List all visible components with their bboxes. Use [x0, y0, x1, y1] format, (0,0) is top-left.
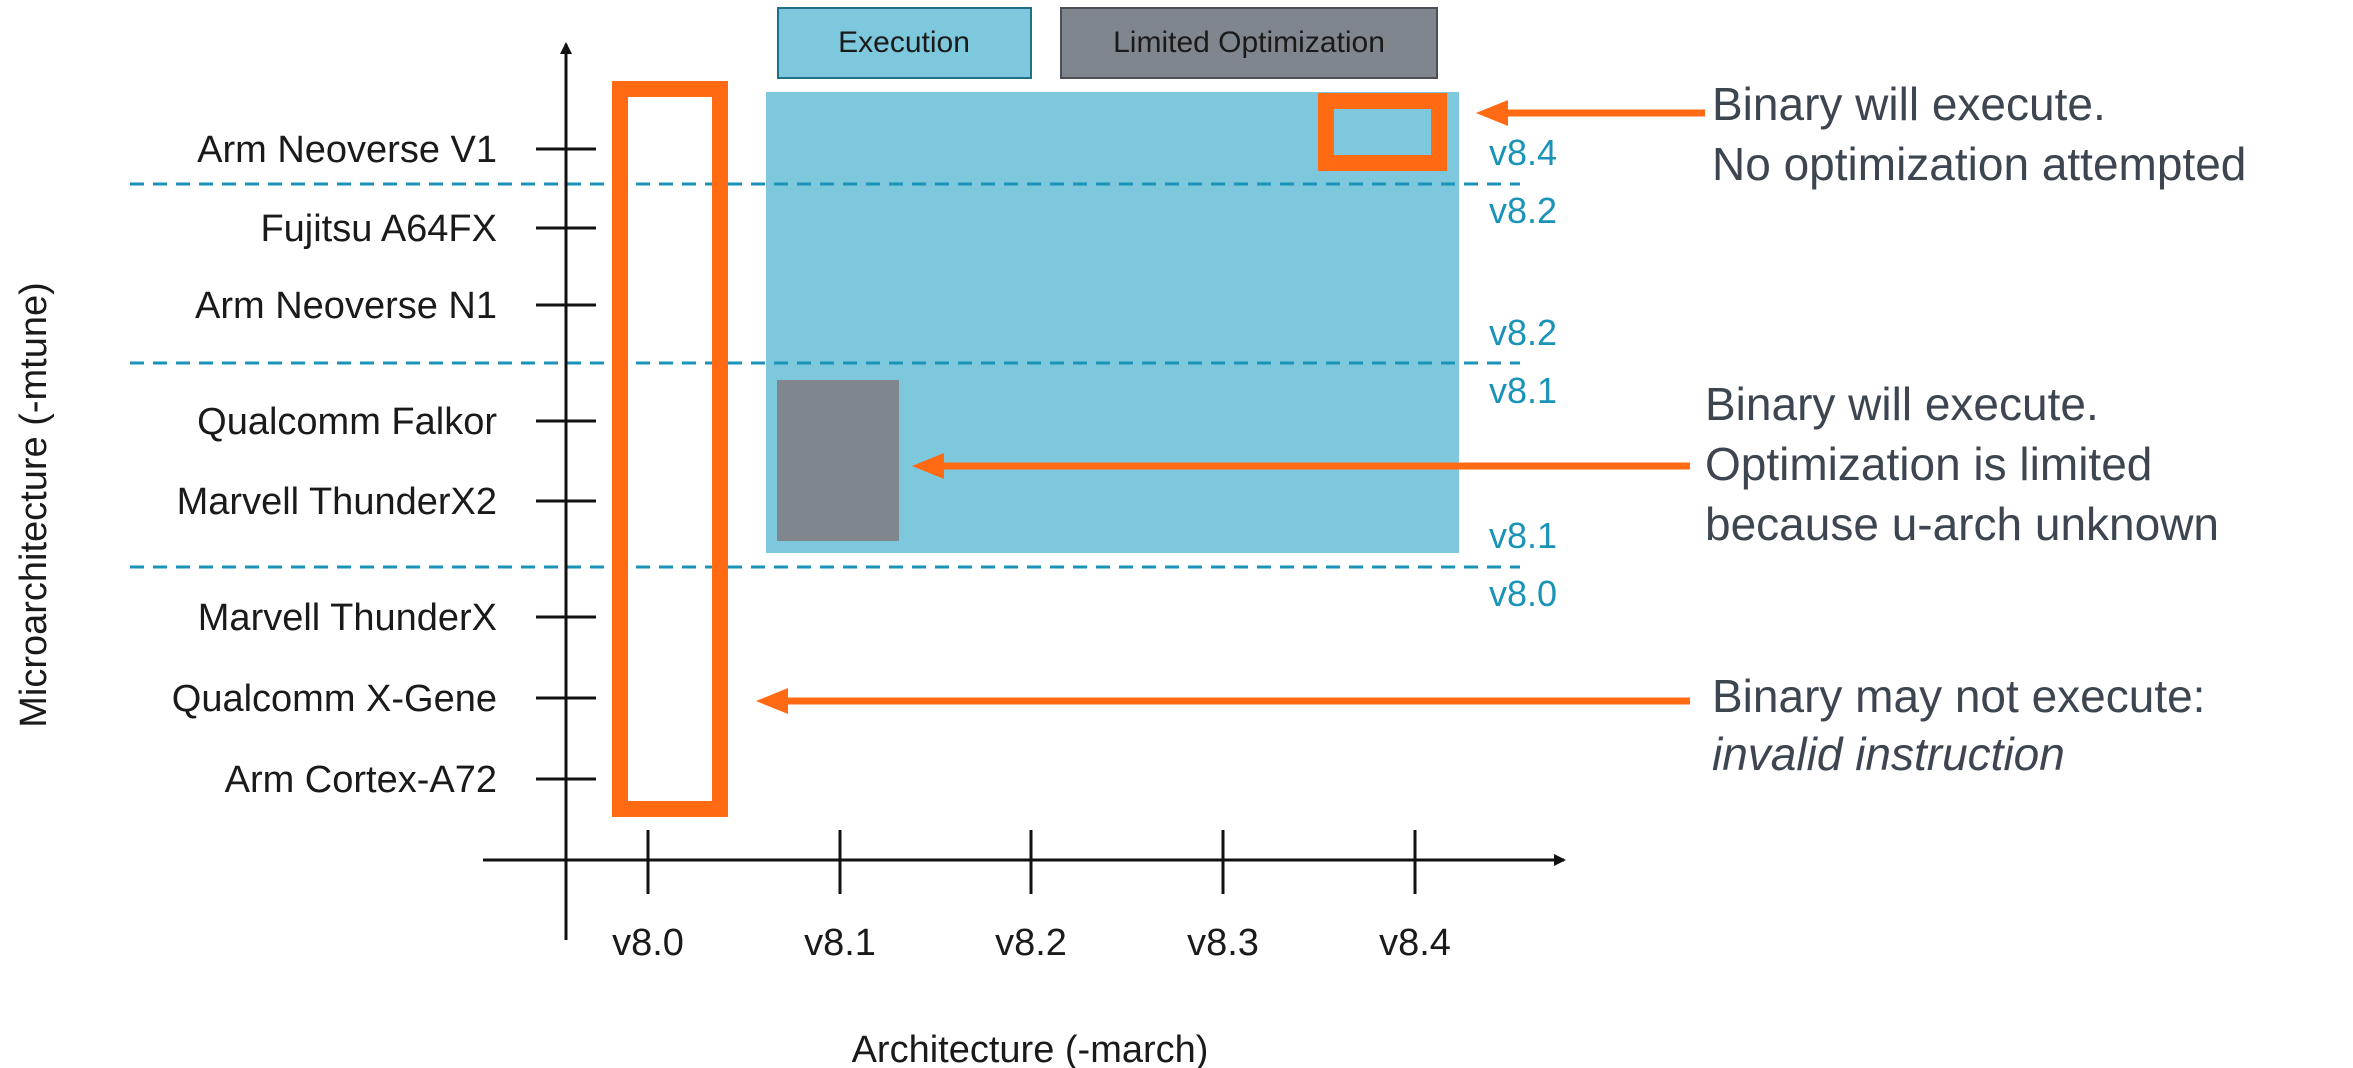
y-tick-label: Marvell ThunderX2	[177, 481, 497, 523]
note-2-line-1: Binary will execute.	[1705, 378, 2099, 430]
arrow-head	[1476, 100, 1508, 126]
boundary-label: v8.2	[1489, 312, 1557, 353]
y-tick-label: Arm Neoverse N1	[195, 285, 497, 327]
annotation-arrows	[756, 100, 1705, 714]
y-axis-title: Microarchitecture (-mtune)	[13, 282, 55, 728]
boundary-label: v8.1	[1489, 515, 1557, 556]
annotation-notes: Binary will execute. No optimization att…	[1705, 78, 2246, 780]
legend-execution-label: Execution	[838, 26, 970, 59]
x-tick-label: v8.0	[612, 922, 684, 964]
note-1-line-1: Binary will execute.	[1712, 78, 2106, 130]
limited-optimization-region	[777, 380, 899, 541]
note-3-line-2: invalid instruction	[1712, 728, 2065, 780]
x-tick-label: v8.4	[1379, 922, 1451, 964]
note-3-line-1: Binary may not execute:	[1712, 670, 2205, 722]
note-1-line-2: No optimization attempted	[1712, 138, 2246, 190]
legend-execution-swatch	[777, 7, 1032, 79]
v8-4-neoverse-v1-highlight-box	[1318, 93, 1447, 171]
boundary-label: v8.2	[1489, 190, 1557, 231]
y-tick-label: Arm Neoverse V1	[197, 129, 497, 171]
architecture-boundaries: v8.4 v8.2 v8.2 v8.1 v8.1 v8.0	[130, 132, 1557, 614]
arrow-head	[912, 453, 944, 479]
note-2-line-2: Optimization is limited	[1705, 438, 2152, 490]
boundary-label: v8.1	[1489, 370, 1557, 411]
x-tick-label: v8.3	[1187, 922, 1259, 964]
x-axis-ticks: v8.0 v8.1 v8.2 v8.3 v8.4	[612, 830, 1451, 964]
axes	[483, 42, 1566, 940]
boundary-label: v8.4	[1489, 132, 1557, 173]
boundary-label: v8.0	[1489, 573, 1557, 614]
y-tick-label: Marvell ThunderX	[198, 597, 497, 639]
legend: Execution Limited Optimization	[777, 7, 1438, 79]
x-tick-label: v8.1	[804, 922, 876, 964]
y-tick-label: Qualcomm Falkor	[197, 401, 497, 443]
note-2-line-3: because u-arch unknown	[1705, 498, 2219, 550]
y-tick-label: Fujitsu A64FX	[260, 208, 497, 250]
arrow-head	[756, 688, 788, 714]
v8-0-highlight-box	[612, 81, 728, 817]
y-axis-ticks: Arm Neoverse V1 Fujitsu A64FX Arm Neoverse…	[172, 129, 596, 801]
legend-limited-label: Limited Optimization	[1113, 26, 1385, 59]
y-tick-label: Arm Cortex-A72	[225, 759, 497, 801]
legend-limited-swatch	[1060, 7, 1438, 79]
x-axis-title: Architecture (-march)	[852, 1029, 1209, 1068]
x-tick-label: v8.2	[995, 922, 1067, 964]
y-tick-label: Qualcomm X-Gene	[172, 678, 497, 720]
